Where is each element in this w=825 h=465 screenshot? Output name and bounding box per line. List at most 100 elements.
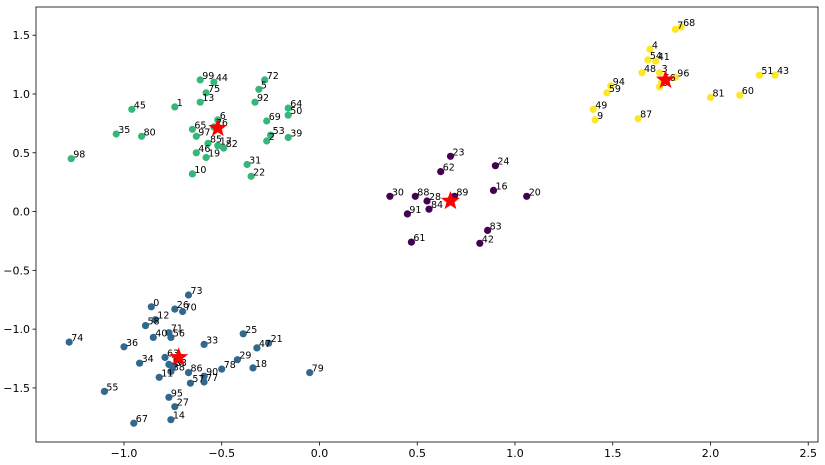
point-label: 89 xyxy=(456,187,468,198)
data-point xyxy=(243,160,251,169)
y-tick-label: 0.5 xyxy=(13,147,31,160)
data-point xyxy=(155,373,163,381)
point-label: 74 xyxy=(71,333,83,344)
point-label: 71 xyxy=(171,324,183,335)
point-label: 42 xyxy=(482,234,494,245)
y-tick-label: 1.0 xyxy=(13,88,31,101)
data-point xyxy=(220,144,228,152)
point-label: 96 xyxy=(677,69,689,80)
point-label: 9 xyxy=(597,111,603,122)
data-point xyxy=(239,330,247,338)
data-points xyxy=(65,23,779,427)
data-point xyxy=(128,105,136,113)
x-tick-label: 1.0 xyxy=(506,447,524,460)
point-label: 28 xyxy=(429,192,441,203)
data-point xyxy=(202,153,210,162)
y-tick-label: 1.5 xyxy=(13,29,31,42)
point-label: 67 xyxy=(136,414,148,425)
data-point xyxy=(771,71,779,79)
y-tick-label: −0.5 xyxy=(3,264,30,277)
data-point xyxy=(171,305,179,313)
point-label: 16 xyxy=(496,181,508,192)
data-point xyxy=(656,69,664,77)
point-label: 87 xyxy=(640,110,652,121)
point-label: 80 xyxy=(144,127,156,138)
data-point xyxy=(603,89,611,97)
y-tick-label: −1.5 xyxy=(3,382,30,395)
data-point xyxy=(186,379,194,387)
point-label: 36 xyxy=(126,338,138,349)
data-point xyxy=(165,393,173,401)
data-point xyxy=(188,170,196,178)
point-label: 26 xyxy=(177,300,189,311)
point-label: 30 xyxy=(392,187,404,198)
point-label: 4 xyxy=(652,40,658,51)
centroid-markers xyxy=(169,69,676,366)
data-point xyxy=(196,76,204,84)
axes: −1.0 −0.5 0.0 0.5 1.0 1.5 2.0 2.5 −1.5 −1.0 −0.5 0.… xyxy=(3,6,819,460)
point-label: 60 xyxy=(742,86,754,97)
data-point xyxy=(179,307,187,316)
point-label: 31 xyxy=(249,156,261,167)
data-point xyxy=(233,356,241,364)
data-point xyxy=(204,139,212,147)
point-label: 51 xyxy=(761,66,773,77)
data-point xyxy=(423,197,431,205)
data-point xyxy=(253,344,261,352)
point-label: 79 xyxy=(312,364,324,375)
point-label: 22 xyxy=(253,167,265,178)
point-label: 3 xyxy=(662,64,668,75)
data-point xyxy=(167,367,175,376)
point-label: 70 xyxy=(185,303,197,314)
data-point xyxy=(171,103,179,111)
point-label: 72 xyxy=(267,71,279,82)
point-label: 77 xyxy=(206,373,218,384)
point-label: 6 xyxy=(220,111,226,122)
centroid-star xyxy=(208,118,228,137)
point-label: 85 xyxy=(210,134,222,145)
point-label: 76 xyxy=(216,118,228,129)
data-point xyxy=(247,172,255,180)
data-point xyxy=(65,338,73,346)
y-tick-label: 0.0 xyxy=(13,206,31,219)
point-label: 78 xyxy=(224,360,236,371)
data-point xyxy=(202,89,210,97)
point-label: 7 xyxy=(677,20,683,31)
point-label: 2 xyxy=(269,132,275,143)
point-label: 40 xyxy=(155,328,167,339)
data-point xyxy=(267,131,275,139)
point-label: 98 xyxy=(73,150,85,161)
point-label: 84 xyxy=(431,200,443,211)
data-point xyxy=(261,76,269,84)
point-label: 20 xyxy=(529,187,541,198)
plot-frame xyxy=(35,6,819,443)
data-point xyxy=(214,142,222,150)
point-label: 19 xyxy=(208,149,220,160)
x-tick-label: 1.5 xyxy=(604,447,622,460)
x-tick-label: 2.5 xyxy=(799,447,817,460)
point-label: 57 xyxy=(192,374,204,385)
point-label: 49 xyxy=(595,100,607,111)
point-label: 91 xyxy=(409,205,421,216)
point-label: 83 xyxy=(490,221,502,232)
data-point xyxy=(446,152,455,160)
x-tick-label: 2.0 xyxy=(702,447,720,460)
data-point xyxy=(210,78,218,86)
data-point xyxy=(634,115,642,123)
point-label: 1 xyxy=(177,98,183,109)
point-label: 68 xyxy=(683,18,695,29)
x-tick-label: 0.0 xyxy=(311,447,329,460)
data-point xyxy=(67,155,75,163)
data-point xyxy=(100,387,108,395)
point-label: 38 xyxy=(173,363,185,374)
point-label: 88 xyxy=(417,187,429,198)
data-point xyxy=(184,369,193,377)
point-label: 24 xyxy=(497,157,509,168)
point-label: 46 xyxy=(198,144,210,155)
data-point xyxy=(403,210,411,218)
data-point xyxy=(200,378,208,386)
data-point xyxy=(638,69,646,77)
data-point xyxy=(491,162,499,170)
data-point xyxy=(188,125,196,133)
